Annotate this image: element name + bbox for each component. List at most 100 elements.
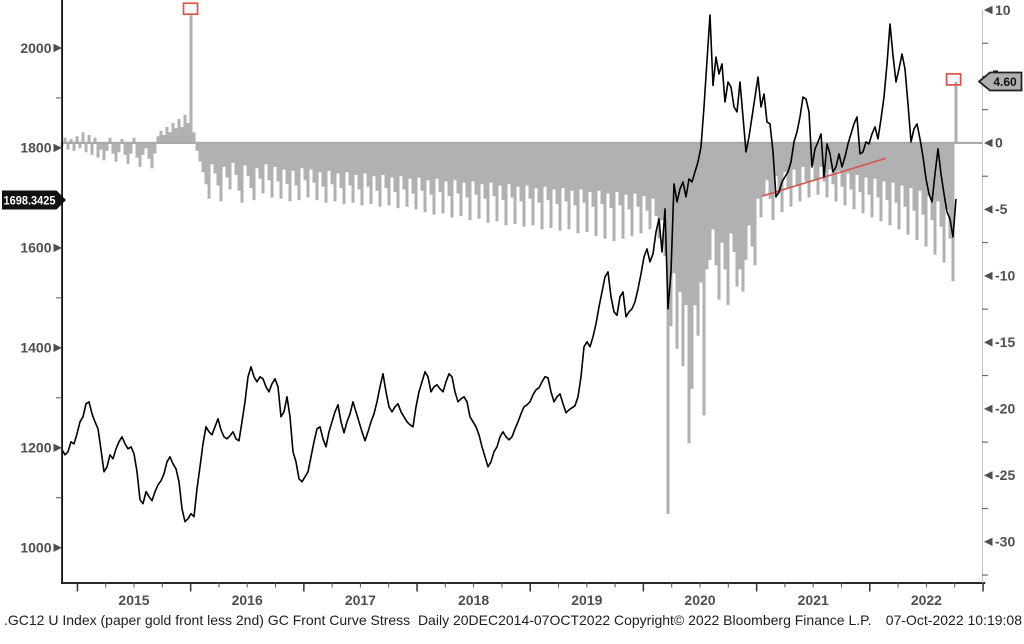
quarter-minor-tick [105, 583, 107, 588]
left-axis-tick-label: 1800 [20, 140, 51, 156]
year-label: 2019 [571, 592, 602, 608]
right-tick-arrow [984, 5, 993, 15]
right-tick-arrow [984, 138, 993, 148]
year-label: 2020 [684, 592, 715, 608]
chart-timestamp: 07-Oct-2022 10:19:08 [885, 612, 1022, 628]
right-tick-arrow [984, 338, 993, 347]
quarter-minor-tick [133, 583, 135, 588]
security-description: .GC12 U Index (paper gold front less 2nd… [4, 612, 611, 628]
year-label: 2018 [458, 592, 489, 608]
right-tick-arrow [984, 271, 993, 281]
right-axis-tick-label: -20 [995, 401, 1015, 417]
year-label: 2017 [345, 592, 376, 608]
year-major-tick [303, 583, 305, 592]
year-major-tick [76, 583, 79, 592]
right-minor-tick [982, 42, 988, 44]
year-major-tick [982, 583, 984, 592]
quarter-minor-tick [614, 583, 616, 588]
right-minor-tick [982, 109, 988, 111]
quarter-minor-tick [444, 583, 446, 588]
year-major-tick [642, 583, 645, 592]
quarter-minor-tick [501, 583, 503, 588]
right-axis-tick-label: 0 [995, 135, 1003, 151]
right-tick-arrow [984, 205, 993, 214]
quarter-minor-tick [925, 583, 927, 588]
left-tick-arrow [53, 143, 62, 153]
year-major-tick [755, 583, 758, 592]
quarter-minor-tick [388, 583, 390, 588]
year-major-tick [869, 583, 871, 592]
quarter-minor-tick [359, 583, 361, 588]
right-minor-tick [982, 441, 988, 443]
right-axis-tick-label: 10 [995, 2, 1011, 18]
quarter-minor-tick [812, 583, 814, 588]
quarter-minor-tick [558, 583, 559, 588]
left-tick-arrow [53, 343, 62, 353]
left-axis-tick-label: 2000 [20, 40, 51, 56]
quarter-minor-tick [727, 583, 729, 588]
left-axis-tick-label: 1400 [20, 340, 51, 356]
quarter-minor-tick [331, 583, 333, 588]
price-line [61, 14, 957, 523]
quarter-minor-tick [897, 583, 899, 588]
bottom-axis-spine [61, 582, 986, 584]
right-minor-tick [982, 375, 988, 377]
right-tick-arrow [984, 471, 993, 480]
left-minor-tick [56, 397, 62, 399]
last-spread-badge: 4.60 [977, 70, 1023, 92]
quarter-minor-tick [473, 583, 475, 588]
left-minor-tick [56, 97, 62, 99]
year-major-tick [416, 583, 418, 592]
left-tick-arrow [53, 543, 62, 552]
quarter-minor-tick [954, 583, 956, 588]
quarter-minor-tick [699, 583, 701, 588]
left-tick-arrow [53, 443, 62, 452]
right-axis-tick-label: -10 [995, 268, 1015, 284]
red-square-marker [945, 73, 962, 86]
quarter-minor-tick [246, 583, 248, 588]
year-major-tick [529, 583, 531, 592]
left-minor-tick [56, 297, 62, 299]
right-tick-arrow [984, 537, 993, 546]
year-label: 2021 [798, 592, 829, 608]
left-minor-tick [56, 497, 62, 499]
right-minor-tick [982, 175, 988, 177]
quarter-minor-tick [218, 583, 220, 588]
left-axis-spine [61, 0, 63, 584]
quarter-minor-tick [275, 583, 276, 588]
zero-baseline [62, 141, 982, 144]
year-label: 2016 [232, 592, 263, 608]
left-axis-tick-label: 1000 [20, 540, 51, 556]
right-minor-tick [982, 574, 988, 576]
last-price-badge-shape [2, 190, 66, 210]
right-tick-arrow [984, 404, 993, 414]
right-minor-tick [982, 242, 988, 244]
last-price-badge: 1698.3425 [2, 190, 66, 210]
quarter-minor-tick [784, 583, 786, 588]
left-tick-arrow [53, 43, 62, 53]
quarter-minor-tick [671, 583, 673, 588]
last-spread-badge-shape [977, 71, 1023, 92]
chart-generated-layers: 2000 1800 1600 1400 1200 1000 10 0 -5 -10 -15 -20 -2… [20, 0, 1015, 608]
year-label: 2022 [911, 592, 942, 608]
year-major-tick [189, 583, 192, 592]
left-tick-arrow [53, 243, 62, 253]
red-square-marker [182, 2, 199, 16]
right-minor-tick [982, 508, 988, 510]
quarter-minor-tick [841, 583, 842, 588]
last-spread-badge-value: 4.60 [993, 75, 1017, 89]
left-axis-tick-label: 1200 [20, 440, 51, 456]
right-axis-tick-label: -30 [995, 534, 1015, 550]
quarter-minor-tick [161, 583, 163, 588]
left-axis-tick-label: 1600 [20, 240, 51, 256]
year-label: 2015 [118, 592, 149, 608]
right-minor-tick [982, 308, 988, 310]
quarter-minor-tick [586, 583, 588, 588]
right-axis-tick-label: -5 [995, 201, 1008, 217]
right-axis-tick-label: -15 [995, 334, 1015, 350]
copyright-notice: Copyright© 2022 Bloomberg Finance L.P. [614, 612, 872, 628]
last-price-badge-value: 1698.3425 [4, 194, 56, 208]
right-axis-spine [982, 10, 983, 583]
